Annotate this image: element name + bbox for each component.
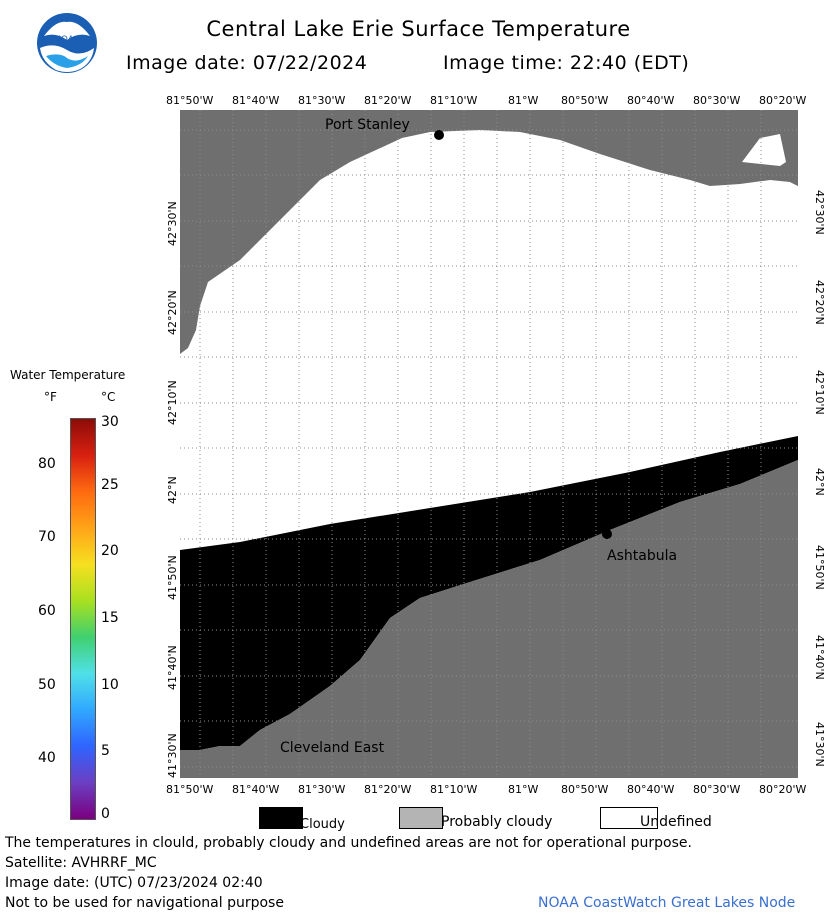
lon-label-top: 81°40'W bbox=[232, 94, 280, 107]
temperature-colorbar bbox=[70, 418, 96, 820]
lon-label-bottom: 80°50'W bbox=[561, 783, 609, 796]
lat-label-right: 41°50'N bbox=[813, 545, 826, 590]
c-tick: 25 bbox=[101, 477, 119, 493]
lon-label-top: 80°50'W bbox=[561, 94, 609, 107]
lat-label-left: 42°N bbox=[166, 476, 179, 504]
land-canada bbox=[180, 110, 798, 354]
lon-label-top: 80°40'W bbox=[627, 94, 675, 107]
lon-label-top: 80°30'W bbox=[693, 94, 741, 107]
lake-map bbox=[180, 110, 798, 778]
c-tick: 30 bbox=[101, 414, 119, 430]
noaa-logo: NOAA bbox=[36, 12, 98, 74]
c-tick: 0 bbox=[101, 806, 110, 822]
port-stanley-marker bbox=[434, 130, 444, 140]
lat-label-right: 42°30'N bbox=[813, 190, 826, 235]
utc-date: Image date: (UTC) 07/23/2024 02:40 bbox=[5, 875, 263, 891]
land-usa bbox=[180, 460, 798, 778]
probably-cloudy-swatch bbox=[399, 807, 443, 829]
unit-celsius: °C bbox=[101, 390, 116, 404]
c-tick: 20 bbox=[101, 543, 119, 559]
lon-label-bottom: 81°30'W bbox=[298, 783, 346, 796]
undefined-swatch bbox=[600, 807, 658, 829]
f-tick: 80 bbox=[38, 456, 56, 472]
lon-label-bottom: 81°W bbox=[508, 783, 539, 796]
navigation-warning: Not to be used for navigational purpose bbox=[5, 895, 284, 911]
lon-label-top: 80°20'W bbox=[759, 94, 807, 107]
lon-label-top: 81°10'W bbox=[430, 94, 478, 107]
land-canada-inlet bbox=[742, 134, 786, 166]
lon-label-bottom: 81°10'W bbox=[430, 783, 478, 796]
undefined-label: Undefined bbox=[640, 814, 712, 830]
lat-label-right: 41°40'N bbox=[813, 635, 826, 680]
satellite-info: Satellite: AVHRRF_MC bbox=[5, 855, 157, 871]
lat-label-left: 42°10'N bbox=[166, 380, 179, 425]
lon-label-bottom: 81°40'W bbox=[232, 783, 280, 796]
page-title: Central Lake Erie Surface Temperature bbox=[206, 17, 631, 41]
f-tick: 50 bbox=[38, 677, 56, 693]
lon-label-top: 81°50'W bbox=[166, 94, 214, 107]
c-tick: 10 bbox=[101, 677, 119, 693]
lat-label-left: 41°40'N bbox=[166, 645, 179, 690]
lat-label-right: 42°20'N bbox=[813, 280, 826, 325]
ashtabula-marker bbox=[602, 529, 612, 539]
lon-label-top: 81°W bbox=[508, 94, 539, 107]
lat-label-left: 41°30'N bbox=[166, 733, 179, 778]
f-tick: 60 bbox=[38, 603, 56, 619]
lat-label-left: 42°20'N bbox=[166, 290, 179, 335]
f-tick: 70 bbox=[38, 529, 56, 545]
place-port-stanley: Port Stanley bbox=[325, 117, 410, 133]
lat-label-left: 42°30'N bbox=[166, 201, 179, 246]
lat-label-right: 42°N bbox=[813, 468, 826, 496]
lon-label-bottom: 81°20'W bbox=[364, 783, 412, 796]
place-cleveland-east: Cleveland East bbox=[280, 740, 385, 756]
lat-label-left: 41°50'N bbox=[166, 555, 179, 600]
unit-fahrenheit: °F bbox=[44, 390, 57, 404]
cloudy-swatch bbox=[259, 807, 303, 829]
cloudy-label: Cloudy bbox=[300, 817, 345, 832]
lat-label-right: 42°10'N bbox=[813, 370, 826, 415]
f-tick: 40 bbox=[38, 750, 56, 766]
lat-label-right: 41°30'N bbox=[813, 722, 826, 767]
place-ashtabula: Ashtabula bbox=[607, 548, 678, 564]
lon-label-top: 81°30'W bbox=[298, 94, 346, 107]
c-tick: 15 bbox=[101, 610, 119, 626]
credit-link[interactable]: NOAA CoastWatch Great Lakes Node bbox=[538, 895, 796, 911]
legend-title: Water Temperature bbox=[10, 368, 126, 382]
lon-label-top: 81°20'W bbox=[364, 94, 412, 107]
c-tick: 5 bbox=[101, 743, 110, 759]
probably-cloudy-label: Probably cloudy bbox=[441, 814, 553, 830]
grid bbox=[180, 110, 798, 778]
lon-label-bottom: 80°20'W bbox=[759, 783, 807, 796]
cloudy-area bbox=[180, 436, 798, 750]
image-date: Image date: 07/22/2024 bbox=[126, 52, 368, 74]
svg-text:NOAA: NOAA bbox=[54, 34, 80, 44]
image-time: Image time: 22:40 (EDT) bbox=[443, 52, 690, 74]
disclaimer-note: The temperatures in clould, probably clo… bbox=[5, 835, 692, 851]
lon-label-bottom: 80°30'W bbox=[693, 783, 741, 796]
lon-label-bottom: 81°50'W bbox=[166, 783, 214, 796]
lon-label-bottom: 80°40'W bbox=[627, 783, 675, 796]
